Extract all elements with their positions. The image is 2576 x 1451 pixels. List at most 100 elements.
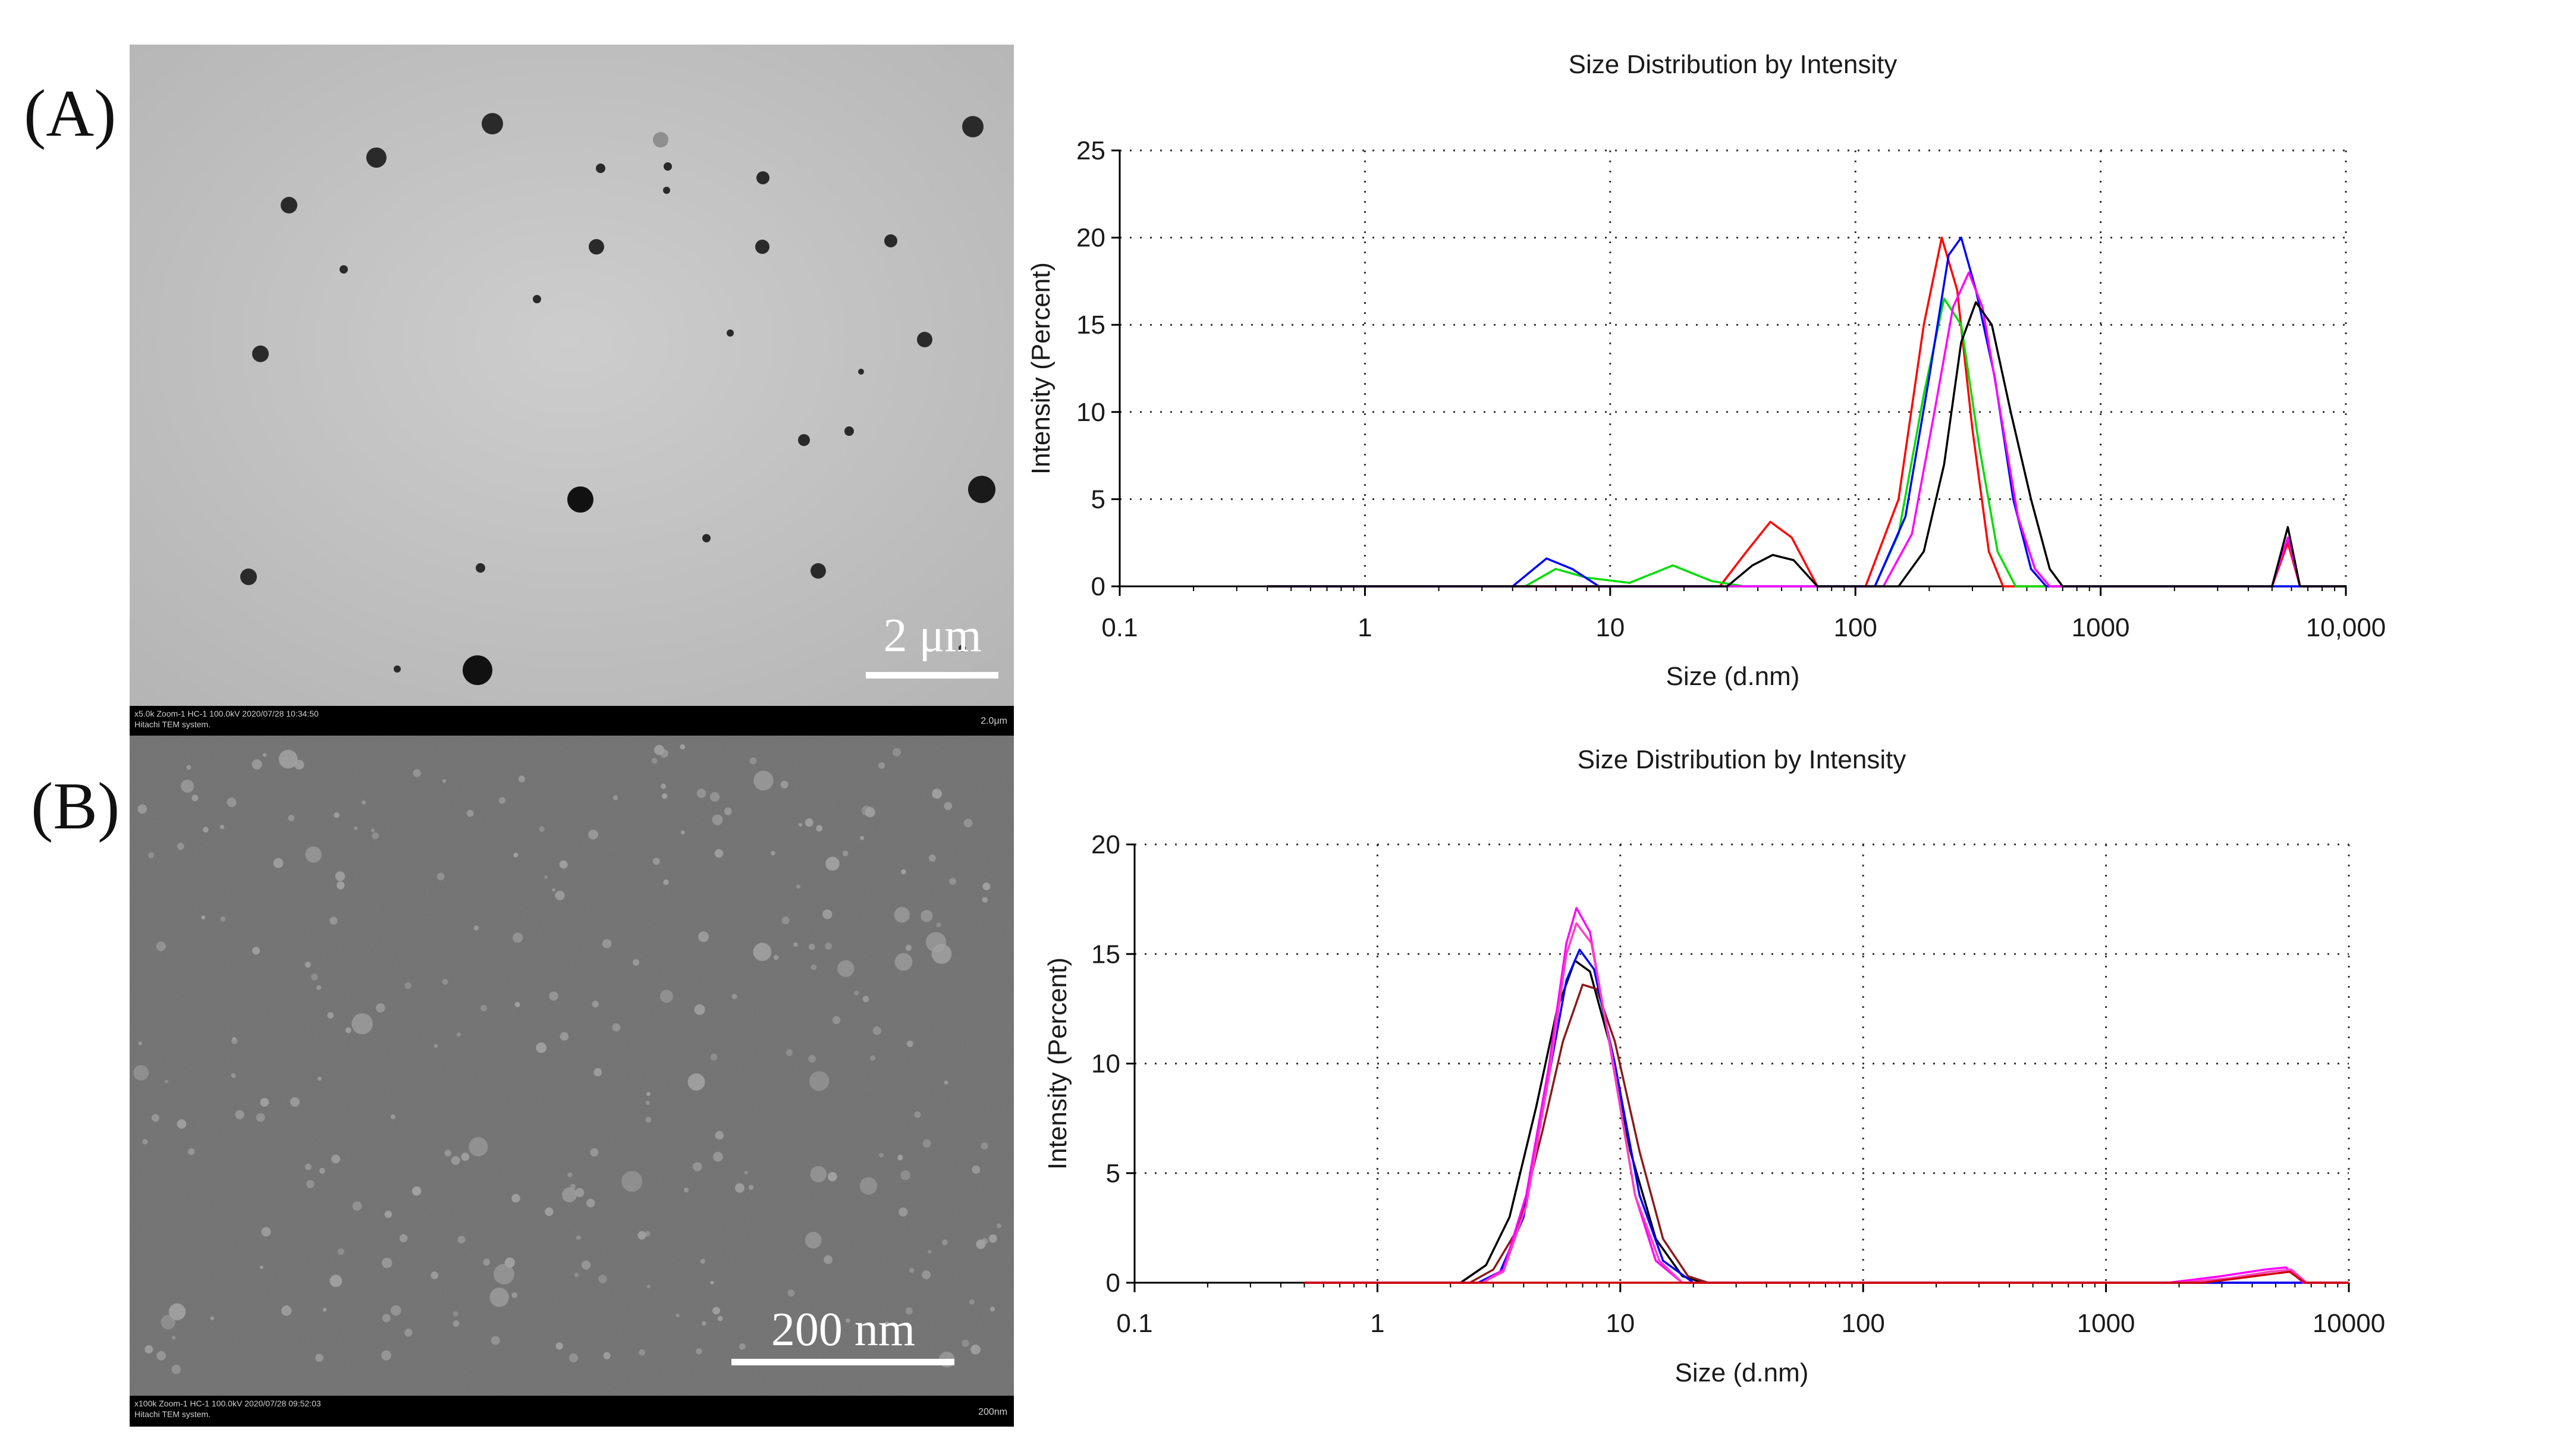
tem-particle xyxy=(262,753,267,757)
tem-particle xyxy=(712,814,723,825)
tem-particle xyxy=(232,1037,236,1041)
tem-particle xyxy=(152,1114,159,1122)
tem-particle xyxy=(972,1165,981,1174)
tem-particle xyxy=(810,1166,827,1183)
tem-particle xyxy=(220,916,226,922)
y-tick-label: 0 xyxy=(1106,1268,1120,1298)
tem-particle xyxy=(710,1053,718,1061)
tem-particle xyxy=(278,749,298,769)
tem-particle xyxy=(480,1004,488,1012)
tem-particle xyxy=(586,1198,595,1208)
y-tick-label: 10 xyxy=(1091,1050,1120,1079)
tem-particle xyxy=(201,915,206,920)
tem-particle xyxy=(513,932,523,943)
tem-particle xyxy=(710,792,720,802)
x-axis-label: Size (d.nm) xyxy=(1675,1358,1809,1387)
tem-particle xyxy=(735,1183,744,1193)
tem-particle xyxy=(567,1172,573,1177)
tem-particle xyxy=(744,1170,748,1174)
tem-particle xyxy=(859,1177,878,1195)
series-line-run-6-red xyxy=(1304,1270,2349,1284)
tem-particle xyxy=(316,985,322,990)
tem-particle xyxy=(322,1308,327,1312)
tem-particle xyxy=(786,1049,793,1056)
tem-particle xyxy=(545,1207,554,1216)
tem-particle xyxy=(982,1238,988,1245)
tem-particle xyxy=(331,1154,341,1164)
tem-particle xyxy=(219,825,225,830)
y-tick-label: 20 xyxy=(1091,830,1120,859)
tem-particle xyxy=(598,1274,607,1284)
tem-particle xyxy=(574,1273,579,1277)
tem-particle xyxy=(513,852,519,858)
y-tick-label: 25 xyxy=(1076,136,1105,165)
tem-particle xyxy=(514,1001,520,1007)
tem-particle xyxy=(781,916,790,925)
tem-particle xyxy=(164,1079,168,1083)
tem-b-footer-bar xyxy=(130,1396,1014,1427)
tem-particle xyxy=(453,1320,460,1327)
tem-particle xyxy=(384,1210,392,1218)
tem-particle xyxy=(304,1163,312,1170)
tem-particle xyxy=(156,941,166,951)
x-tick-label: 1 xyxy=(1358,613,1372,642)
tem-particle xyxy=(828,1172,837,1182)
panel-b-label: (B) xyxy=(31,770,120,843)
tem-image-a: 2 μm x5.0k Zoom-1 HC-1 100.0kV 2020/07/2… xyxy=(130,45,1014,736)
tem-particle xyxy=(774,954,779,960)
tem-particle xyxy=(188,1148,195,1155)
tem-particle xyxy=(646,1092,651,1097)
tem-particle xyxy=(713,1151,723,1162)
tem-particle xyxy=(982,897,988,903)
tem-particle xyxy=(639,1349,646,1356)
tem-particle xyxy=(988,1234,997,1243)
tem-particle xyxy=(928,855,936,862)
tem-particle xyxy=(944,802,953,811)
tem-particle xyxy=(588,830,598,840)
tem-particle xyxy=(969,1299,975,1305)
tem-particle xyxy=(260,1098,269,1107)
tem-particle xyxy=(825,943,832,950)
y-tick-label: 20 xyxy=(1076,224,1105,253)
tem-particle xyxy=(846,1318,850,1323)
tem-particle xyxy=(892,748,901,757)
tem-particle xyxy=(712,1306,720,1315)
tem-particle xyxy=(491,1336,500,1345)
tem-particle xyxy=(748,1185,754,1190)
x-tick-label: 10 xyxy=(1595,613,1625,642)
tem-a-footer-scale: 2.0μm xyxy=(981,716,1007,726)
tem-particle xyxy=(203,827,209,833)
tem-particle xyxy=(133,1065,149,1081)
series-line-run-3-blue xyxy=(1304,949,2349,1284)
tem-particle xyxy=(256,1113,265,1122)
tem-particle xyxy=(645,1231,651,1237)
tem-particle xyxy=(334,812,340,818)
tem-particle xyxy=(168,1303,186,1321)
tem-particle xyxy=(972,1346,976,1350)
tem-particle xyxy=(461,1152,470,1161)
tem-particle xyxy=(290,1097,300,1107)
tem-particle xyxy=(921,910,933,922)
series-line-run-green xyxy=(1267,297,2346,588)
tem-particle xyxy=(822,909,833,919)
y-axis-label: Intensity (Percent) xyxy=(1026,262,1055,475)
tem-image-a-canvas: 2 μm x5.0k Zoom-1 HC-1 100.0kV 2020/07/2… xyxy=(130,45,1014,736)
tem-particle xyxy=(905,944,912,951)
tem-particle xyxy=(592,1000,599,1008)
tem-particle xyxy=(811,964,817,971)
tem-particle xyxy=(753,770,774,791)
tem-particle xyxy=(536,1042,546,1053)
y-tick-label: 15 xyxy=(1091,940,1120,969)
particles-a xyxy=(240,113,995,685)
tem-particle xyxy=(345,1027,351,1034)
tem-particle xyxy=(872,1026,881,1035)
series-line-run-blue xyxy=(1267,236,2346,588)
tem-particle xyxy=(411,1186,422,1196)
tem-particle xyxy=(870,1055,876,1061)
tem-particle xyxy=(663,879,669,885)
tem-particle xyxy=(922,1270,931,1280)
tem-particle xyxy=(590,1148,599,1157)
tem-particle xyxy=(381,1350,391,1361)
tem-particle xyxy=(928,1249,932,1254)
tem-particle xyxy=(963,818,973,828)
